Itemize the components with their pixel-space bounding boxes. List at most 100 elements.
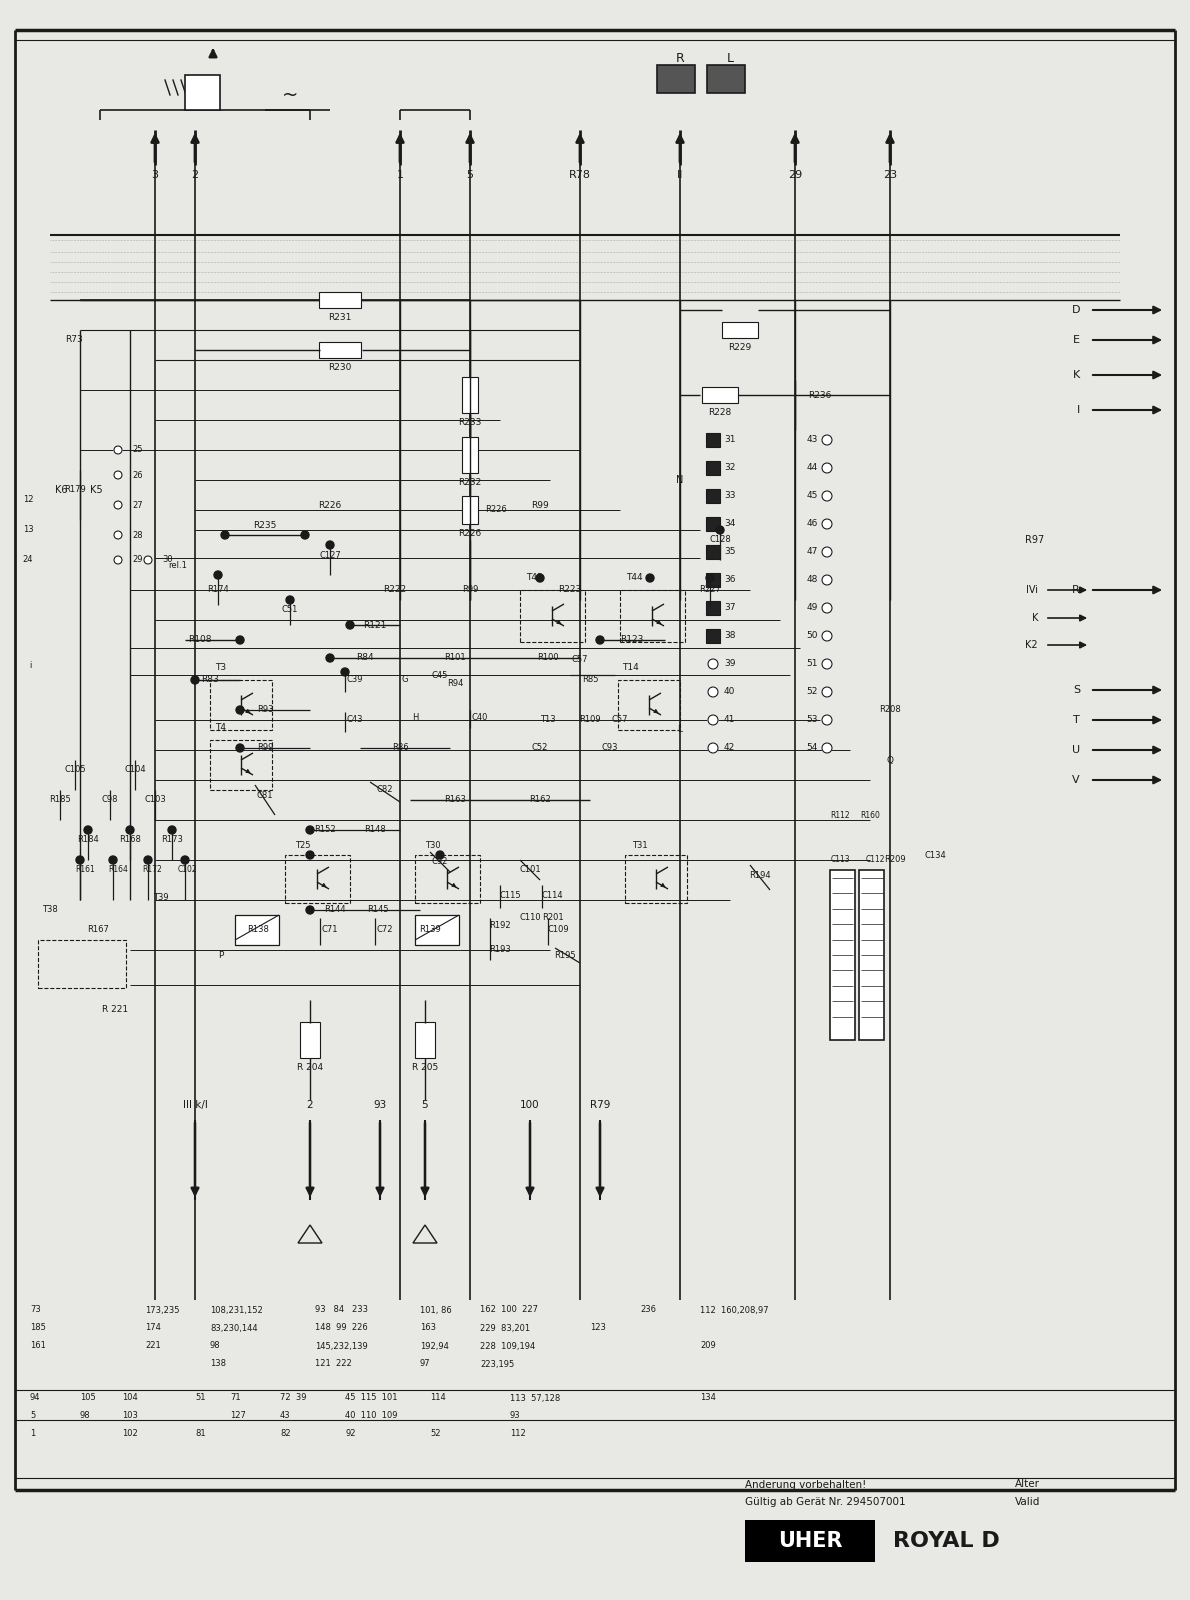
Text: 46: 46: [807, 520, 818, 528]
Text: R223: R223: [558, 586, 582, 595]
Text: 73: 73: [30, 1306, 40, 1315]
Text: R83: R83: [201, 675, 219, 685]
Bar: [234, 915, 278, 946]
Text: T39: T39: [154, 893, 169, 902]
Circle shape: [126, 826, 134, 834]
Circle shape: [708, 742, 718, 754]
Text: R 221: R 221: [102, 1005, 129, 1014]
Text: Valid: Valid: [1015, 1498, 1040, 1507]
Text: 98: 98: [80, 1411, 90, 1421]
Text: C109: C109: [547, 925, 569, 934]
Bar: [706, 461, 720, 475]
Text: R194: R194: [750, 870, 771, 880]
Text: C103: C103: [144, 795, 165, 805]
Text: 32: 32: [724, 464, 735, 472]
Bar: [209, 680, 273, 730]
Text: R108: R108: [188, 635, 212, 645]
Text: 13: 13: [23, 525, 33, 534]
Text: R193: R193: [489, 946, 511, 955]
Text: T: T: [1073, 715, 1081, 725]
Bar: [620, 590, 685, 642]
Text: 100: 100: [520, 1101, 540, 1110]
Text: 51: 51: [807, 659, 818, 669]
Text: 82: 82: [280, 1429, 290, 1438]
Circle shape: [192, 675, 199, 685]
Text: R163: R163: [444, 795, 466, 805]
Text: 23: 23: [883, 170, 897, 179]
Bar: [706, 490, 720, 502]
Text: III k/l: III k/l: [182, 1101, 207, 1110]
Text: 138: 138: [209, 1360, 226, 1368]
Text: 162  100  227: 162 100 227: [480, 1306, 538, 1315]
Text: ~: ~: [282, 85, 299, 104]
Text: C39: C39: [346, 675, 363, 685]
Circle shape: [346, 621, 353, 629]
Text: R226: R226: [319, 501, 342, 509]
Text: R101: R101: [444, 653, 465, 662]
Text: 47: 47: [807, 547, 818, 557]
Text: R162: R162: [530, 795, 551, 805]
Bar: [707, 66, 745, 93]
Circle shape: [706, 574, 714, 582]
Text: C112: C112: [865, 856, 884, 864]
Circle shape: [214, 571, 223, 579]
Text: Alter: Alter: [1015, 1478, 1040, 1490]
Text: R172: R172: [142, 866, 162, 875]
Text: ROYAL D: ROYAL D: [892, 1531, 1000, 1550]
Text: C51: C51: [282, 605, 299, 614]
Text: 33: 33: [724, 491, 735, 501]
Text: Änderung vorbehalten!: Änderung vorbehalten!: [745, 1478, 866, 1490]
Text: 37: 37: [724, 603, 735, 613]
Text: 81: 81: [195, 1429, 206, 1438]
Circle shape: [708, 659, 718, 669]
Text: 50: 50: [807, 632, 818, 640]
Text: 5: 5: [466, 170, 474, 179]
Bar: [657, 66, 695, 93]
Text: 83,230,144: 83,230,144: [209, 1323, 257, 1333]
Text: R228: R228: [708, 408, 732, 418]
Text: R222: R222: [383, 586, 407, 595]
Text: 52: 52: [807, 688, 818, 696]
Circle shape: [536, 574, 544, 582]
Text: R112: R112: [831, 811, 850, 819]
Text: rel.1: rel.1: [168, 560, 187, 570]
Text: 39: 39: [724, 659, 735, 669]
Circle shape: [822, 462, 832, 474]
Text: 112  160,208,97: 112 160,208,97: [700, 1306, 769, 1315]
Text: 228  109,194: 228 109,194: [480, 1341, 536, 1350]
Text: R236: R236: [808, 390, 832, 400]
Text: R: R: [676, 51, 684, 64]
Text: R84: R84: [356, 653, 374, 662]
Text: 3: 3: [151, 170, 158, 179]
Bar: [625, 854, 687, 902]
Text: 43: 43: [807, 435, 818, 445]
Bar: [745, 1520, 875, 1562]
Text: 1: 1: [396, 170, 403, 179]
Circle shape: [822, 491, 832, 501]
Text: R93: R93: [257, 706, 274, 715]
Text: R226: R226: [486, 506, 507, 515]
Text: C72: C72: [377, 925, 393, 934]
Text: K2: K2: [1026, 640, 1038, 650]
Bar: [702, 387, 738, 403]
Text: C134: C134: [925, 851, 946, 859]
Text: 29: 29: [132, 555, 143, 565]
Text: R233: R233: [458, 418, 482, 427]
Text: 103: 103: [123, 1411, 138, 1421]
Text: R209: R209: [884, 856, 906, 864]
Bar: [284, 854, 350, 902]
Text: K6: K6: [55, 485, 68, 494]
Text: C127: C127: [319, 550, 340, 560]
Text: G: G: [402, 675, 408, 685]
Text: 42: 42: [724, 744, 735, 752]
Text: R179: R179: [64, 485, 86, 494]
Text: 127: 127: [230, 1411, 246, 1421]
Text: C57: C57: [571, 656, 588, 664]
Text: 236: 236: [640, 1306, 656, 1315]
Circle shape: [114, 557, 123, 565]
Text: 163: 163: [420, 1323, 436, 1333]
Text: C40: C40: [471, 714, 488, 723]
Circle shape: [114, 446, 123, 454]
Circle shape: [168, 826, 176, 834]
Circle shape: [822, 630, 832, 642]
